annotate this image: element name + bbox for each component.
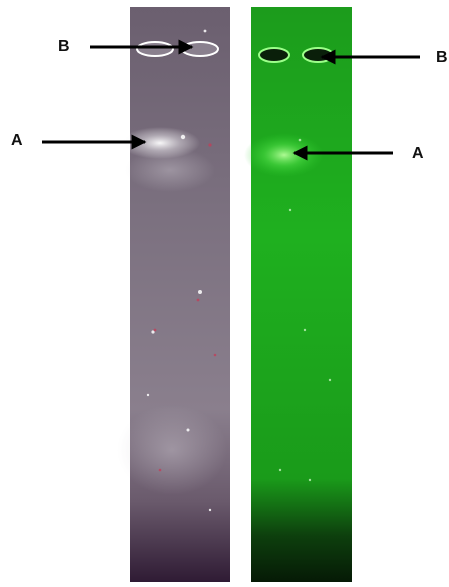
- right-band: [244, 133, 324, 177]
- label-right-band: A: [412, 145, 424, 162]
- right-specks: [278, 138, 332, 482]
- left-specks: [146, 29, 212, 512]
- right-well-2: [302, 47, 334, 63]
- left-well-1: [136, 41, 174, 57]
- left-gel-lane: [117, 7, 230, 582]
- label-left-top: B: [58, 38, 70, 55]
- left-well-2: [181, 41, 219, 57]
- right-well-1: [258, 47, 290, 63]
- label-right-top: B: [436, 49, 448, 66]
- label-left-band: A: [11, 132, 23, 149]
- right-gel-lane: [244, 7, 352, 582]
